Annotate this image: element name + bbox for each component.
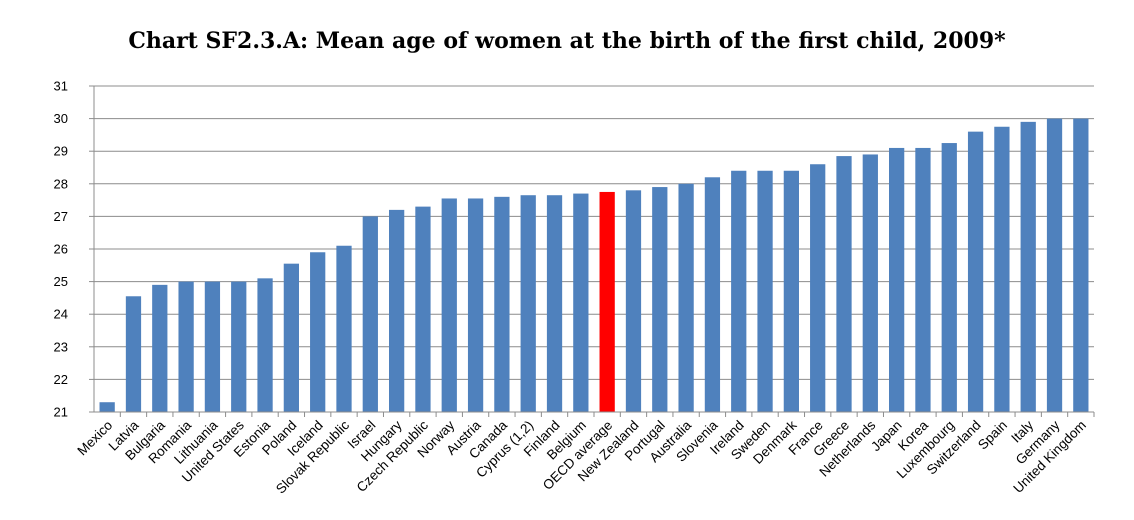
bar bbox=[99, 402, 115, 412]
bar bbox=[967, 131, 984, 412]
y-tick-label: 31 bbox=[54, 79, 68, 94]
bar bbox=[1020, 121, 1036, 413]
bar bbox=[783, 170, 799, 412]
y-tick-label: 24 bbox=[54, 307, 68, 322]
bar bbox=[125, 296, 142, 412]
bar bbox=[652, 187, 668, 412]
y-tick-labels: 21 22 23 24 25 26 27 28 29 30 31 bbox=[54, 79, 68, 420]
bar bbox=[573, 193, 589, 412]
bar bbox=[152, 284, 168, 412]
bar bbox=[1073, 118, 1089, 412]
x-tick-label: Mexico bbox=[74, 418, 115, 459]
bar bbox=[257, 278, 273, 412]
bar bbox=[810, 164, 826, 412]
bar bbox=[625, 190, 642, 412]
bars bbox=[99, 118, 1089, 413]
bar bbox=[836, 156, 852, 412]
bar bbox=[362, 216, 378, 412]
bar bbox=[915, 147, 931, 412]
y-tick-label: 28 bbox=[54, 176, 68, 191]
bar bbox=[678, 183, 694, 412]
chart-title: Chart SF2.3.A: Mean age of women at the … bbox=[128, 28, 1006, 54]
bar bbox=[310, 252, 326, 412]
bar bbox=[389, 209, 405, 412]
bar bbox=[546, 195, 563, 412]
bar bbox=[494, 196, 510, 412]
bar bbox=[336, 245, 352, 412]
bar bbox=[467, 198, 484, 412]
x-tick-label: Spain bbox=[975, 418, 1010, 453]
bar bbox=[520, 195, 536, 412]
y-tick-label: 21 bbox=[54, 405, 68, 420]
bar bbox=[441, 198, 457, 412]
bar bbox=[178, 281, 194, 412]
bar bbox=[889, 147, 905, 412]
bar bbox=[704, 177, 721, 412]
bar-highlight bbox=[599, 191, 615, 412]
bar bbox=[731, 170, 747, 412]
bar bbox=[862, 154, 878, 412]
bar bbox=[231, 281, 247, 412]
y-tick-label: 22 bbox=[54, 372, 68, 387]
x-tick-labels: MexicoLatviaBulgariaRomaniaLithuaniaUnit… bbox=[74, 417, 1089, 496]
y-tick-label: 25 bbox=[54, 274, 68, 289]
y-tick-label: 23 bbox=[54, 339, 68, 354]
bar bbox=[757, 170, 773, 412]
bar bbox=[283, 263, 299, 412]
bar bbox=[941, 143, 957, 413]
y-tick-label: 26 bbox=[54, 242, 68, 257]
bar bbox=[204, 281, 221, 412]
y-tick-label: 30 bbox=[54, 111, 68, 126]
bar bbox=[415, 206, 431, 412]
axes bbox=[89, 85, 1095, 417]
y-tick-label: 29 bbox=[54, 144, 68, 159]
y-tick-label: 27 bbox=[54, 209, 68, 224]
bar bbox=[994, 126, 1010, 412]
bar bbox=[1046, 118, 1063, 412]
